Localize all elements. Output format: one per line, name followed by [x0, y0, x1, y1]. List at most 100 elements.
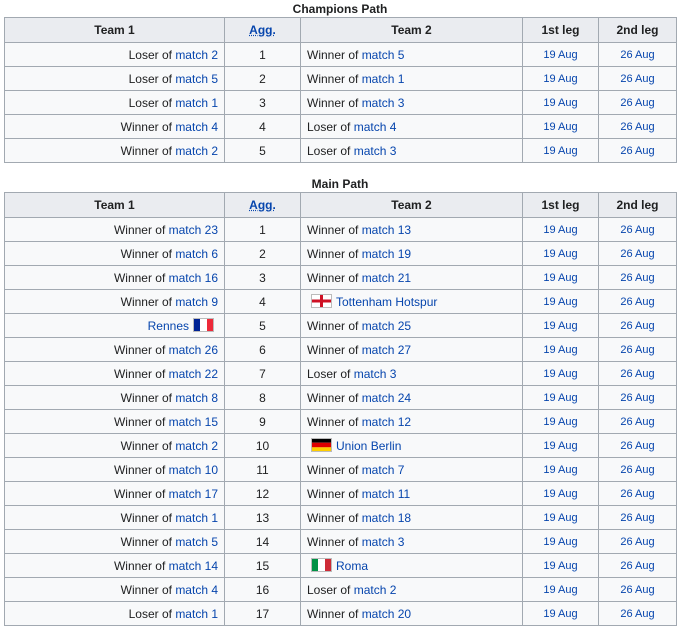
date-link[interactable]: 26 Aug	[620, 367, 655, 380]
date-link[interactable]: 19 Aug	[543, 607, 578, 620]
date-link[interactable]: 19 Aug	[543, 583, 578, 596]
team-link[interactable]: match 2	[175, 143, 218, 158]
team-link[interactable]: match 1	[361, 71, 405, 86]
date-link[interactable]: 19 Aug	[543, 144, 578, 157]
team-link[interactable]: match 18	[361, 510, 412, 525]
date-link[interactable]: 26 Aug	[620, 583, 655, 596]
team-link[interactable]: match 17	[168, 486, 218, 501]
team-link[interactable]: match 1	[175, 606, 218, 621]
table-cell: Loser of match 2	[300, 577, 523, 602]
team-link[interactable]: match 2	[353, 582, 397, 597]
team-link[interactable]: match 13	[361, 222, 412, 237]
date-link[interactable]: 26 Aug	[620, 223, 655, 236]
team-link[interactable]: match 5	[361, 47, 405, 62]
team-link[interactable]: match 5	[175, 534, 218, 549]
date-link[interactable]: 19 Aug	[543, 415, 578, 428]
date-link[interactable]: 19 Aug	[543, 48, 578, 61]
team-link[interactable]: match 21	[361, 270, 412, 285]
date-link[interactable]: 19 Aug	[543, 367, 578, 380]
team-link[interactable]: match 24	[361, 390, 412, 405]
team-link[interactable]: match 26	[168, 342, 218, 357]
date-link[interactable]: 26 Aug	[620, 120, 655, 133]
header-text: Team 1	[94, 198, 135, 212]
date-link[interactable]: 26 Aug	[620, 72, 655, 85]
date-link[interactable]: 19 Aug	[543, 487, 578, 500]
team-link[interactable]: Union Berlin	[336, 439, 402, 453]
table-cell: 4	[224, 114, 301, 139]
team-link[interactable]: match 4	[175, 119, 218, 134]
date-link[interactable]: 19 Aug	[543, 343, 578, 356]
date-link[interactable]: 26 Aug	[620, 463, 655, 476]
team-text: Winner of	[120, 438, 176, 453]
date-link[interactable]: 26 Aug	[620, 439, 655, 452]
team-link[interactable]: match 19	[361, 246, 412, 261]
table-cell: 26 Aug	[598, 601, 677, 626]
date-link[interactable]: 26 Aug	[620, 295, 655, 308]
team-link[interactable]: match 1	[175, 95, 218, 110]
date-link[interactable]: 26 Aug	[620, 487, 655, 500]
date-link[interactable]: 19 Aug	[543, 463, 578, 476]
table-cell: 26 Aug	[598, 457, 677, 482]
date-link[interactable]: 19 Aug	[543, 319, 578, 332]
table-cell: 26 Aug	[598, 409, 677, 434]
team-link[interactable]: match 10	[168, 462, 218, 477]
date-link[interactable]: 19 Aug	[543, 247, 578, 260]
team-link[interactable]: Roma	[336, 559, 369, 573]
abbr-header[interactable]: Agg.	[249, 23, 276, 37]
date-link[interactable]: 19 Aug	[543, 295, 578, 308]
date-link[interactable]: 26 Aug	[620, 96, 655, 109]
team-link[interactable]: match 5	[175, 71, 218, 86]
date-link[interactable]: 26 Aug	[620, 559, 655, 572]
date-link[interactable]: 19 Aug	[543, 271, 578, 284]
team-link[interactable]: match 8	[175, 390, 218, 405]
date-link[interactable]: 26 Aug	[620, 144, 655, 157]
date-link[interactable]: 19 Aug	[543, 96, 578, 109]
date-link[interactable]: 19 Aug	[543, 559, 578, 572]
date-link[interactable]: 19 Aug	[543, 72, 578, 85]
date-link[interactable]: 19 Aug	[543, 120, 578, 133]
team-link[interactable]: match 7	[361, 462, 405, 477]
team-link[interactable]: match 2	[175, 438, 218, 453]
date-link[interactable]: 26 Aug	[620, 48, 655, 61]
date-link[interactable]: 26 Aug	[620, 343, 655, 356]
team-link[interactable]: match 25	[361, 318, 412, 333]
team-link[interactable]: match 3	[361, 95, 405, 110]
team-link[interactable]: match 20	[361, 606, 412, 621]
date-link[interactable]: 19 Aug	[543, 511, 578, 524]
team-link[interactable]: match 2	[175, 47, 218, 62]
team-link[interactable]: match 12	[361, 414, 412, 429]
date-link[interactable]: 26 Aug	[620, 271, 655, 284]
date-link[interactable]: 26 Aug	[620, 511, 655, 524]
date-link[interactable]: 19 Aug	[543, 391, 578, 404]
team-link[interactable]: match 23	[168, 222, 218, 237]
date-link[interactable]: 26 Aug	[620, 247, 655, 260]
team-link[interactable]: match 4	[353, 119, 397, 134]
team-link[interactable]: match 22	[168, 366, 218, 381]
team-link[interactable]: match 3	[353, 143, 397, 158]
team-link[interactable]: Tottenham Hotspur	[336, 295, 438, 309]
team-link[interactable]: match 4	[175, 582, 218, 597]
team-link[interactable]: Rennes	[147, 319, 189, 333]
team-link[interactable]: match 3	[361, 534, 405, 549]
team-link[interactable]: match 15	[168, 414, 218, 429]
team-link[interactable]: match 6	[175, 246, 218, 261]
date-link[interactable]: 19 Aug	[543, 439, 578, 452]
team-link[interactable]: match 14	[168, 558, 218, 573]
table-cell: 19 Aug	[522, 553, 599, 578]
date-link[interactable]: 26 Aug	[620, 319, 655, 332]
fixture-row: Loser of match 2 1 Winner of match 5 19 Aug…	[4, 42, 677, 67]
team-link[interactable]: match 11	[361, 486, 411, 501]
date-link[interactable]: 26 Aug	[620, 535, 655, 548]
team-link[interactable]: match 1	[175, 510, 218, 525]
team-link[interactable]: match 9	[175, 294, 218, 309]
team-link[interactable]: match 3	[353, 366, 397, 381]
team-link[interactable]: match 16	[168, 270, 218, 285]
team-link[interactable]: match 27	[361, 342, 412, 357]
date-link[interactable]: 26 Aug	[620, 607, 655, 620]
date-link[interactable]: 26 Aug	[620, 415, 655, 428]
date-link[interactable]: 26 Aug	[620, 391, 655, 404]
table-cell: 13	[224, 505, 301, 530]
date-link[interactable]: 19 Aug	[543, 535, 578, 548]
date-link[interactable]: 19 Aug	[543, 223, 578, 236]
abbr-header[interactable]: Agg.	[249, 198, 276, 212]
